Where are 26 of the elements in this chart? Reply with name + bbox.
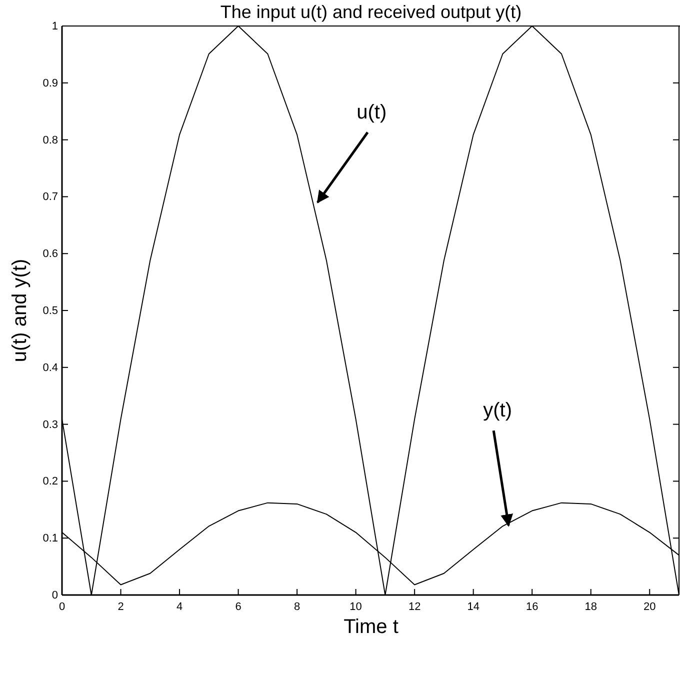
- y-tick-label: 0.9: [42, 77, 58, 90]
- x-tick-label: 14: [467, 601, 480, 614]
- y-tick-label: 0.4: [42, 362, 58, 374]
- x-tick-label: 12: [408, 601, 421, 614]
- chart-title: The input u(t) and received output y(t): [220, 2, 522, 22]
- y-tick-label: 0.2: [42, 476, 58, 488]
- x-axis-title: Time t: [344, 616, 399, 638]
- x-tick-label: 10: [350, 601, 362, 614]
- y-tick-label: 0.6: [42, 248, 58, 260]
- x-tick-label: 8: [294, 601, 300, 614]
- annotation: u(t): [356, 101, 387, 124]
- y-tick-label: 0.3: [42, 418, 58, 431]
- y-tick-label: 0.1: [42, 532, 58, 545]
- y-tick-label: 0.5: [42, 305, 58, 318]
- y-axis-title: u(t) and y(t): [9, 258, 31, 362]
- x-tick-label: 4: [176, 601, 183, 614]
- x-tick-label: 18: [584, 601, 597, 614]
- y-tick-label: 0.8: [42, 134, 58, 146]
- x-tick-label: 16: [526, 601, 538, 614]
- x-tick-label: 2: [118, 601, 124, 614]
- x-tick-label: 20: [643, 601, 656, 614]
- annotation: y(t): [483, 400, 512, 422]
- y-tick-label: 0.7: [42, 191, 58, 204]
- x-tick-label: 6: [235, 601, 242, 614]
- y-tick-label: 1: [52, 20, 58, 33]
- y-tick-label: 0: [52, 590, 58, 602]
